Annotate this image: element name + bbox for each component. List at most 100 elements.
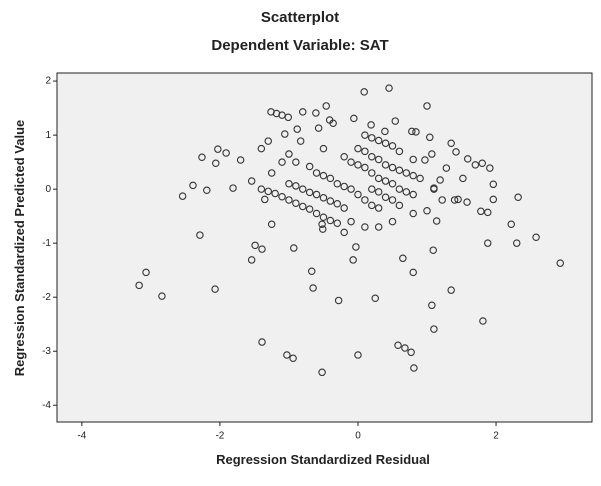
point [361, 131, 369, 139]
point [412, 128, 420, 136]
point [368, 169, 376, 177]
point [409, 209, 417, 218]
point [312, 109, 320, 117]
point [305, 188, 314, 197]
point [347, 158, 355, 166]
point [281, 130, 289, 138]
point [340, 152, 348, 161]
point [267, 220, 276, 229]
point [229, 184, 237, 192]
plot-area [56, 72, 593, 423]
point [409, 171, 417, 180]
point [399, 254, 407, 263]
point [407, 348, 415, 357]
point [142, 268, 150, 277]
point [484, 239, 492, 247]
point [285, 196, 293, 204]
point [388, 180, 397, 188]
point [203, 186, 211, 194]
point [477, 207, 485, 216]
point [426, 133, 434, 142]
point [381, 161, 390, 169]
point [264, 137, 272, 145]
point [381, 139, 390, 147]
point [489, 195, 498, 204]
point [447, 139, 455, 147]
point [395, 166, 404, 174]
x-tick-label: 2 [493, 431, 499, 442]
point [214, 145, 222, 153]
point [360, 88, 368, 96]
point [340, 228, 348, 237]
point [463, 198, 471, 206]
point [430, 325, 438, 333]
point [423, 207, 431, 215]
point [271, 189, 279, 198]
point [247, 177, 256, 185]
point [198, 153, 206, 162]
point [352, 243, 360, 251]
point [381, 193, 390, 202]
point [312, 209, 321, 218]
point [463, 155, 472, 163]
y-tick-label: -1 [42, 238, 51, 249]
point [388, 163, 397, 172]
point [299, 202, 307, 211]
y-axis-label: Regression Standardized Predicted Value [12, 120, 27, 376]
point [196, 231, 204, 239]
y-tick-label: -2 [42, 292, 51, 303]
point [374, 204, 383, 212]
point [318, 220, 326, 229]
point [333, 199, 342, 208]
point [447, 286, 455, 294]
point [264, 187, 272, 196]
point [354, 190, 362, 199]
point [486, 164, 494, 172]
point [299, 108, 307, 116]
point [489, 180, 498, 189]
point [319, 144, 328, 153]
y-tick-label: 1 [45, 130, 51, 141]
point [290, 244, 298, 252]
point [354, 351, 362, 359]
point [374, 174, 383, 183]
point [135, 281, 143, 290]
point [212, 159, 220, 167]
point [514, 193, 522, 202]
point [388, 217, 397, 226]
y-tick-label: -4 [42, 400, 51, 411]
point [429, 246, 437, 254]
point [278, 192, 286, 201]
point [416, 174, 424, 183]
point [247, 256, 256, 264]
point [388, 142, 397, 150]
point [401, 344, 409, 352]
point [326, 197, 335, 205]
x-tick-label: 0 [355, 431, 361, 442]
point [278, 158, 286, 166]
point [368, 201, 376, 210]
point [381, 127, 389, 136]
point [423, 102, 431, 110]
point [388, 196, 397, 204]
point [507, 220, 515, 229]
point [381, 177, 390, 185]
point [556, 259, 564, 267]
point [322, 102, 330, 110]
point [285, 150, 293, 158]
point [347, 217, 355, 226]
point [430, 185, 438, 193]
point [385, 84, 393, 92]
point [319, 213, 328, 221]
point [211, 285, 219, 293]
point [258, 245, 266, 253]
point [361, 147, 369, 156]
point [261, 195, 269, 204]
chart-subtitle: Dependent Variable: SAT [211, 37, 388, 54]
point [394, 341, 402, 350]
point [292, 182, 300, 190]
point [442, 164, 451, 172]
point [314, 124, 323, 132]
point [354, 161, 362, 169]
